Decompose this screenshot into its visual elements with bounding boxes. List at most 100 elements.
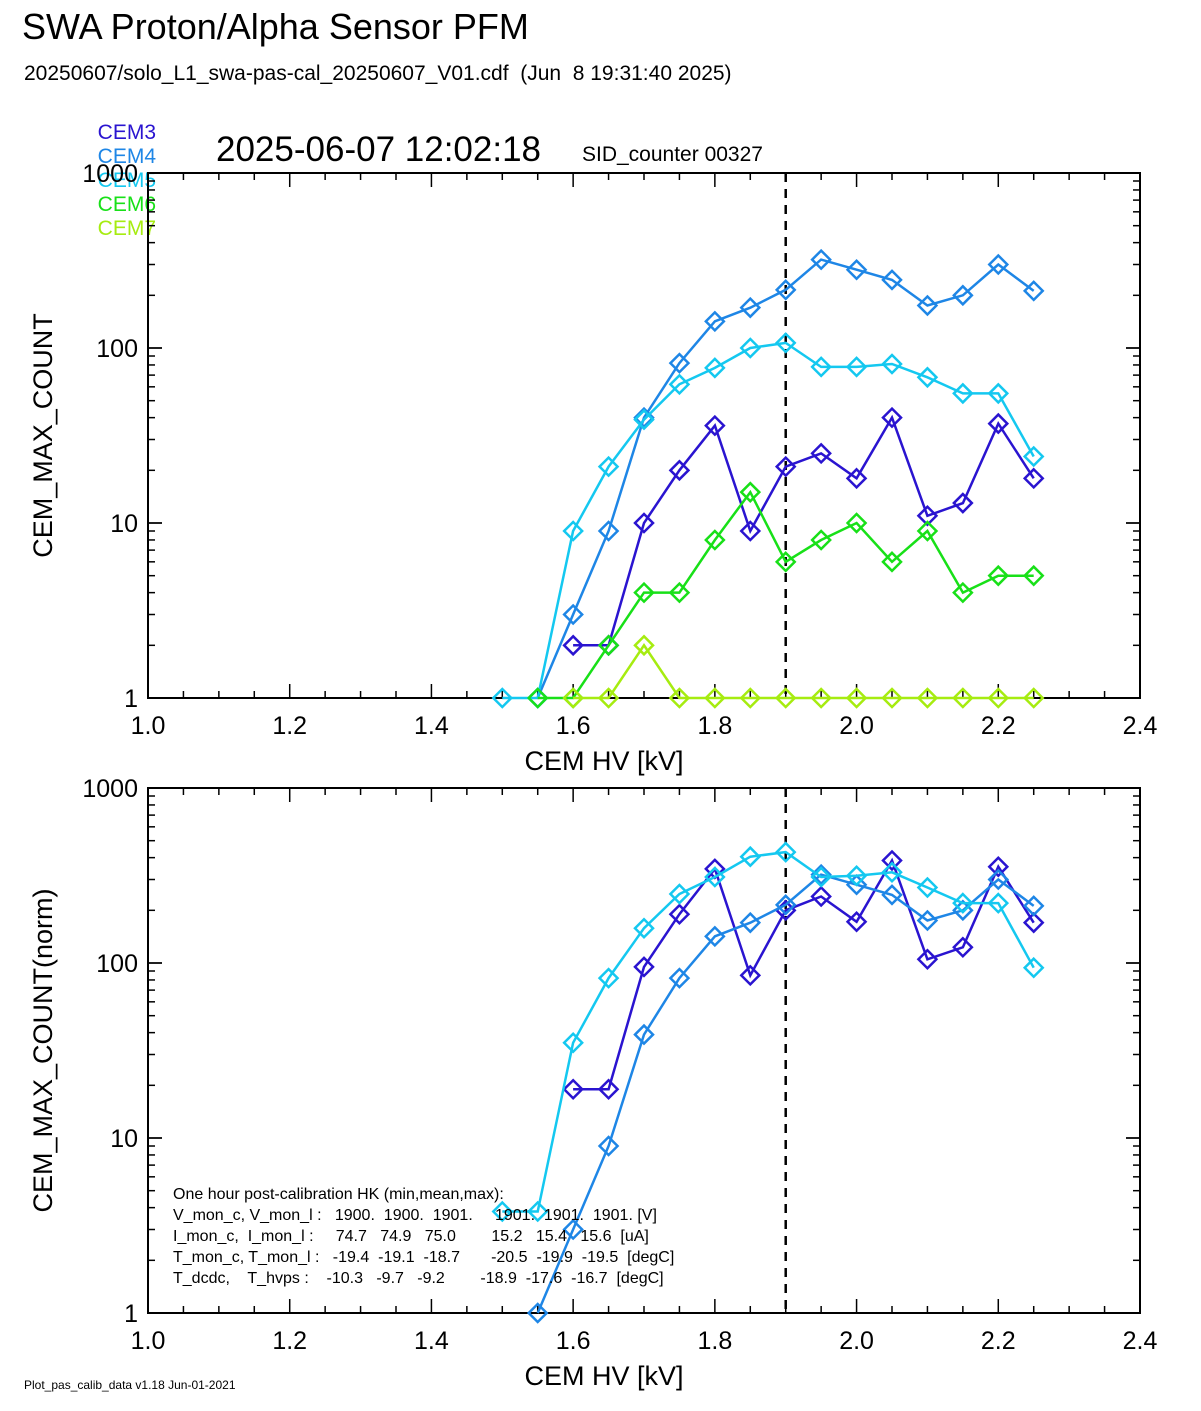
data-point-cem4 <box>774 279 797 301</box>
data-point-cem3 <box>952 936 974 959</box>
data-point-cem7 <box>1022 687 1045 709</box>
data-point-cem3 <box>916 504 939 527</box>
data-point-cem5 <box>597 455 620 478</box>
plot-frame <box>147 172 1141 699</box>
data-point-cem4 <box>597 520 620 542</box>
data-point-cem4 <box>1022 895 1045 917</box>
data-point-cem3 <box>774 455 797 478</box>
data-point-cem4 <box>597 1135 620 1157</box>
y-tick-label: 10 <box>110 1125 138 1153</box>
data-point-cem6 <box>774 551 797 573</box>
data-point-cem3 <box>881 406 903 429</box>
data-point-cem5 <box>810 866 832 888</box>
data-point-cem5 <box>987 892 1010 914</box>
data-point-cem3 <box>810 442 832 465</box>
data-point-cem4 <box>774 894 797 916</box>
data-point-cem4 <box>916 294 939 317</box>
y-tick-label: 100 <box>96 950 138 978</box>
data-point-cem5 <box>952 892 974 914</box>
x-tick-label: 1.2 <box>272 1327 307 1355</box>
data-point-cem3 <box>952 492 974 514</box>
hk-title: One hour post-calibration HK (min,mean,m… <box>173 1186 504 1203</box>
data-point-cem4 <box>668 967 691 989</box>
data-point-cem7 <box>810 687 832 709</box>
data-point-cem7 <box>881 687 903 709</box>
legend-cem7: CEM7 <box>97 217 157 240</box>
series-line-cem5 <box>502 341 1035 700</box>
data-point-cem3 <box>704 414 726 437</box>
data-point-cem5 <box>845 356 868 378</box>
data-point-cem7 <box>845 687 868 709</box>
data-point-cem4 <box>562 603 584 626</box>
series-line-cem7 <box>573 643 1034 700</box>
data-point-cem7 <box>916 687 939 709</box>
data-point-cem3 <box>597 1078 620 1100</box>
data-point-cem7 <box>633 634 655 657</box>
data-point-cem4 <box>526 1302 549 1324</box>
y-tick-label: 100 <box>96 335 138 363</box>
legend-cem6: CEM6 <box>97 193 157 216</box>
y-tick-label: 10 <box>110 510 138 538</box>
data-point-cem3 <box>562 634 584 657</box>
x-tick-label: 1.0 <box>131 1327 166 1355</box>
data-point-cem6 <box>987 564 1010 587</box>
data-point-cem4 <box>1022 280 1045 302</box>
data-point-cem7 <box>987 687 1010 709</box>
data-point-cem6 <box>810 529 832 551</box>
x-tick-label: 2.2 <box>981 1327 1016 1355</box>
file-info: 20250607/solo_L1_swa-pas-cal_20250607_V0… <box>24 62 732 85</box>
data-point-cem7 <box>739 687 762 709</box>
data-point-cem5 <box>562 520 584 542</box>
x-tick-label: 2.4 <box>1123 712 1158 740</box>
page-title: SWA Proton/Alpha Sensor PFM <box>22 6 529 47</box>
data-point-cem5 <box>633 917 655 940</box>
sid-counter: SID_counter 00327 <box>582 143 763 166</box>
data-point-cem4 <box>987 868 1010 891</box>
data-point-cem4 <box>952 284 974 307</box>
plot-data <box>491 248 1045 709</box>
x-tick-label: 2.0 <box>839 1327 874 1355</box>
data-point-cem4 <box>562 1218 584 1241</box>
x-tick-label: 1.8 <box>697 1327 732 1355</box>
data-point-cem5 <box>491 1200 514 1223</box>
data-point-cem3 <box>987 855 1010 878</box>
data-point-cem6 <box>704 529 726 551</box>
x-tick-label: 1.4 <box>414 712 449 740</box>
x-tick-label: 1.8 <box>697 712 732 740</box>
data-point-cem5 <box>1022 445 1045 468</box>
data-point-cem7 <box>704 687 726 709</box>
data-point-cem5 <box>810 356 832 378</box>
data-point-cem5 <box>774 841 797 863</box>
x-tick-label: 1.4 <box>414 1327 449 1355</box>
data-point-cem5 <box>916 876 939 899</box>
x-axis-label: CEM HV [kV] <box>524 746 683 776</box>
data-point-cem3 <box>633 512 655 534</box>
data-point-cem4 <box>987 253 1010 276</box>
data-point-cem5 <box>881 353 903 375</box>
data-point-cem4 <box>704 925 726 948</box>
data-point-cem3 <box>668 459 691 482</box>
x-axis-label: CEM HV [kV] <box>524 1361 683 1391</box>
data-point-cem5 <box>668 883 691 905</box>
data-point-cem5 <box>633 408 655 431</box>
y-tick-label: 1 <box>124 1300 138 1328</box>
data-point-cem3 <box>739 964 762 987</box>
footer-version: Plot_pas_calib_data v1.18 Jun-01-2021 <box>24 1378 236 1392</box>
data-point-cem3 <box>810 885 832 908</box>
data-point-cem6 <box>845 512 868 534</box>
data-point-cem5 <box>739 845 762 868</box>
data-point-cem5 <box>526 1200 549 1223</box>
data-point-cem4 <box>881 884 903 906</box>
y-tick-label: 1000 <box>82 775 138 803</box>
data-point-cem6 <box>739 481 762 503</box>
data-point-cem5 <box>597 967 620 989</box>
data-point-cem6 <box>916 520 939 542</box>
x-tick-label: 2.4 <box>1123 1327 1158 1355</box>
data-point-cem6 <box>881 551 903 573</box>
data-point-cem3 <box>562 1078 584 1100</box>
data-point-cem3 <box>633 956 655 978</box>
data-point-cem5 <box>704 357 726 379</box>
plot-data <box>491 841 1045 1324</box>
data-point-cem7 <box>774 687 797 709</box>
